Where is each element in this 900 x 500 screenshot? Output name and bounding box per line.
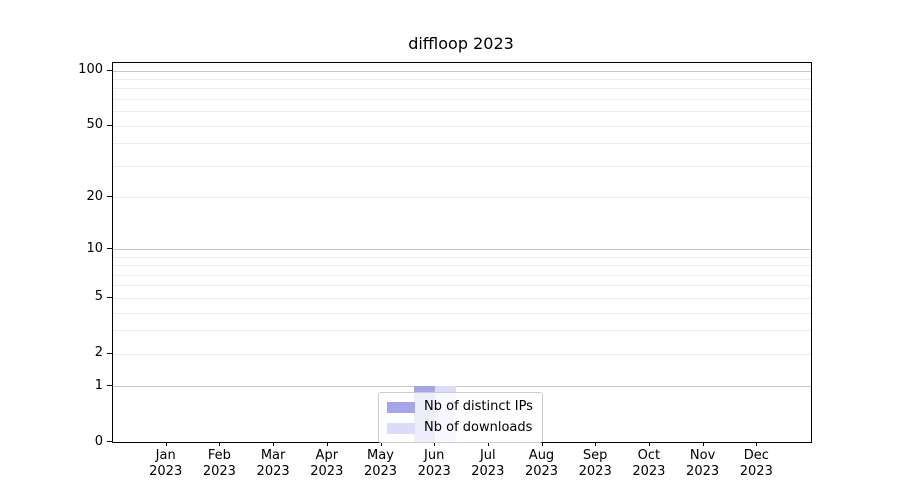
legend-label-downloads: Nb of downloads (424, 420, 533, 435)
minor-gridline (113, 99, 811, 100)
legend-label-distinct-ips: Nb of distinct IPs (424, 399, 533, 414)
y-tick-mark (107, 69, 112, 71)
y-tick-mark (107, 296, 112, 298)
plot-area (112, 62, 812, 443)
x-tick-mark (648, 442, 650, 446)
minor-gridline (113, 265, 811, 267)
y-tick-label: 2 (94, 345, 103, 361)
minor-gridline (113, 88, 811, 90)
y-tick-mark (107, 124, 112, 126)
x-tick-mark (434, 442, 436, 446)
minor-gridline (113, 125, 811, 127)
minor-gridline (113, 297, 811, 299)
x-tick-label: Apr 2023 (310, 448, 344, 479)
minor-gridline (113, 79, 811, 80)
y-tick-label: 0 (94, 433, 103, 449)
x-tick-label: Jan 2023 (149, 448, 183, 479)
x-tick-mark (219, 442, 221, 446)
y-tick-label: 50 (86, 117, 103, 133)
minor-gridline (113, 285, 811, 287)
minor-gridline (113, 312, 811, 314)
x-tick-mark (487, 442, 489, 446)
x-tick-mark (702, 442, 704, 446)
major-gridline (113, 249, 811, 250)
x-tick-label: May 2023 (363, 448, 398, 479)
minor-gridline (113, 111, 811, 113)
x-tick-label: Jun 2023 (417, 448, 451, 479)
x-tick-label: Feb 2023 (202, 448, 236, 479)
legend-item-distinct-ips: Nb of distinct IPs (387, 398, 533, 416)
y-tick-mark (107, 196, 112, 197)
minor-gridline (113, 165, 811, 167)
y-tick-label: 100 (78, 62, 103, 78)
y-tick-mark (107, 441, 112, 442)
x-tick-mark (756, 442, 758, 446)
minor-gridline (113, 274, 811, 276)
minor-gridline (113, 197, 811, 198)
y-tick-label: 1 (94, 377, 103, 393)
minor-gridline (113, 256, 811, 258)
x-tick-label: Oct 2023 (632, 448, 666, 479)
major-gridline (113, 70, 811, 72)
x-tick-mark (541, 442, 543, 446)
legend-swatch-downloads (387, 422, 415, 434)
y-tick-label: 5 (94, 289, 103, 305)
x-tick-mark (326, 442, 328, 446)
x-tick-mark (273, 442, 275, 446)
y-tick-mark (107, 352, 112, 354)
x-tick-label: Dec 2023 (739, 448, 773, 479)
x-tick-label: Jul 2023 (471, 448, 505, 479)
legend-swatch-distinct-ips (387, 401, 415, 413)
legend: Nb of distinct IPs Nb of downloads (378, 392, 543, 443)
minor-gridline (113, 330, 811, 332)
x-tick-label: Sep 2023 (578, 448, 612, 479)
x-tick-label: Nov 2023 (686, 448, 720, 479)
minor-gridline (113, 353, 811, 355)
major-gridline (113, 386, 811, 388)
y-tick-mark (107, 385, 112, 387)
legend-item-downloads: Nb of downloads (387, 419, 533, 437)
x-tick-mark (165, 442, 167, 446)
y-tick-label: 10 (86, 240, 103, 256)
x-tick-mark (380, 442, 382, 446)
chart-title: diffloop 2023 (408, 34, 514, 53)
y-tick-label: 20 (86, 188, 103, 204)
x-tick-mark (595, 442, 597, 446)
x-tick-label: Mar 2023 (256, 448, 290, 479)
x-tick-label: Aug 2023 (524, 448, 559, 479)
y-tick-mark (107, 248, 112, 249)
minor-gridline (113, 143, 811, 145)
